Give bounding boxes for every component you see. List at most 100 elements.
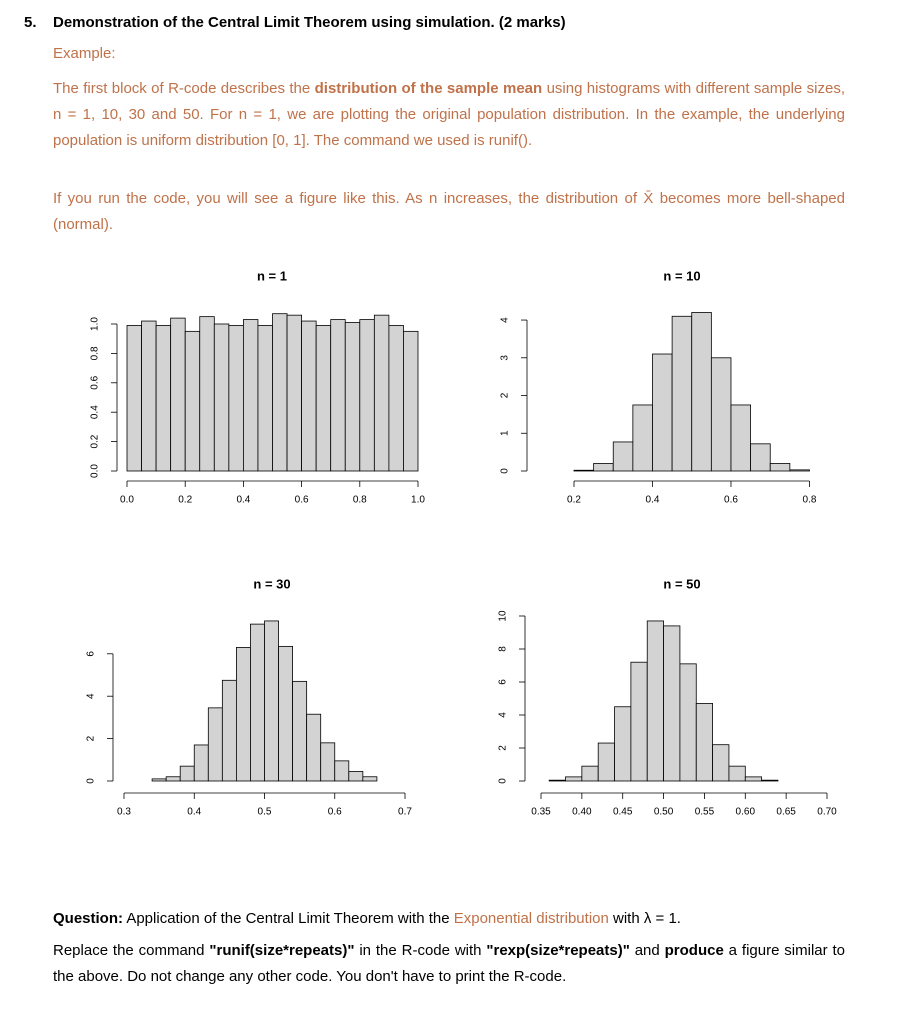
x-tick-label: 0.35 — [531, 807, 551, 818]
bar — [228, 325, 244, 472]
text: Replace the command — [53, 942, 210, 959]
x-tick-label: 0.6 — [724, 495, 738, 506]
bar — [278, 645, 293, 782]
y-tick-label: 0.4 — [90, 405, 101, 419]
bar — [730, 404, 752, 472]
bar — [306, 713, 322, 782]
bar — [695, 703, 713, 782]
bar — [330, 319, 346, 472]
bar — [359, 319, 375, 472]
bar — [671, 315, 693, 472]
bar — [388, 325, 404, 472]
paragraph: If you run the code, you will see a figu… — [53, 190, 845, 233]
y-tick-label: 0.6 — [90, 375, 101, 389]
x-tick-label: 0.4 — [187, 807, 201, 818]
bar — [213, 323, 230, 472]
bar — [593, 463, 614, 472]
y-tick-label: 0 — [498, 778, 509, 784]
y-tick-label: 8 — [498, 646, 509, 652]
y-tick-label: 2 — [500, 392, 511, 398]
x-tick-label: 0.6 — [295, 495, 309, 506]
x-tick-label: 0.6 — [328, 807, 342, 818]
question: Question: Application of the Central Lim… — [53, 906, 845, 932]
bar — [151, 778, 167, 782]
bar — [165, 776, 181, 782]
bar — [257, 325, 273, 472]
y-tick-label: 0 — [500, 468, 511, 474]
y-tick-label: 6 — [86, 651, 97, 657]
bar — [663, 625, 681, 782]
bar — [221, 679, 237, 782]
x-tick-label: 0.45 — [613, 807, 633, 818]
bar — [710, 357, 732, 472]
bar — [761, 779, 779, 782]
bar — [207, 707, 223, 782]
x-tick-label: 0.8 — [803, 495, 817, 506]
bar — [242, 319, 259, 472]
x-tick-label: 0.5 — [258, 807, 272, 818]
bar — [373, 314, 390, 472]
bar — [155, 325, 172, 472]
emphasis: produce — [664, 942, 724, 959]
chart-title: n = 50 — [663, 576, 700, 591]
x-tick-label: 0.60 — [736, 807, 756, 818]
y-tick-label: 4 — [500, 317, 511, 323]
chart-title: n = 10 — [663, 268, 700, 283]
bar — [301, 320, 317, 472]
y-tick-label: 4 — [498, 712, 509, 718]
bar — [581, 765, 599, 782]
x-tick-label: 0.4 — [236, 495, 250, 506]
bar — [679, 663, 697, 782]
bar — [235, 647, 251, 782]
x-tick-label: 1.0 — [411, 495, 425, 506]
x-tick-label: 0.55 — [695, 807, 715, 818]
heading-number: 5. — [24, 14, 37, 31]
heading-title: Demonstration of the Central Limit Theor… — [53, 14, 566, 31]
y-tick-label: 0.0 — [90, 464, 101, 478]
bar — [744, 776, 763, 782]
bar — [728, 765, 746, 782]
bar — [272, 313, 288, 472]
bar — [691, 312, 712, 472]
x-tick-label: 0.50 — [654, 807, 674, 818]
bar — [170, 317, 186, 472]
bar — [789, 469, 810, 472]
bar — [630, 661, 648, 782]
chart-title: n = 1 — [257, 268, 287, 283]
y-tick-label: 0 — [86, 778, 97, 784]
x-tick-label: 0.70 — [817, 807, 837, 818]
y-tick-label: 2 — [86, 735, 97, 741]
y-tick-label: 1 — [500, 430, 511, 436]
emphasis: distribution of the sample mean — [314, 80, 543, 97]
bar — [199, 316, 215, 472]
label: Question: — [53, 910, 123, 927]
text: a figure similar to the above. Do not ch… — [53, 942, 846, 985]
x-tick-label: 0.2 — [567, 495, 581, 506]
bar — [334, 760, 350, 782]
paragraph: The first block of R-code describes the … — [53, 76, 845, 154]
y-tick-label: 6 — [498, 679, 509, 685]
text: The first block of R-code describes the — [53, 80, 315, 97]
bar — [126, 325, 142, 472]
text: Application of the Central Limit Theorem… — [123, 910, 454, 927]
x-tick-label: 0.40 — [572, 807, 592, 818]
bar — [614, 706, 632, 782]
y-tick-label: 1.0 — [90, 317, 101, 331]
example-label: Example: — [53, 45, 116, 62]
bar — [652, 353, 673, 472]
bar — [646, 620, 664, 782]
y-tick-label: 4 — [86, 693, 97, 699]
bar — [286, 314, 302, 472]
bar — [750, 443, 771, 472]
bar — [193, 744, 209, 782]
y-tick-label: 2 — [498, 745, 509, 751]
bar — [250, 623, 265, 782]
bar — [344, 322, 361, 472]
code: "runif(size*repeats)" — [209, 942, 355, 959]
x-tick-label: 0.8 — [353, 495, 367, 506]
y-tick-label: 0.8 — [90, 346, 101, 360]
bar — [632, 404, 653, 472]
bar — [573, 469, 595, 472]
